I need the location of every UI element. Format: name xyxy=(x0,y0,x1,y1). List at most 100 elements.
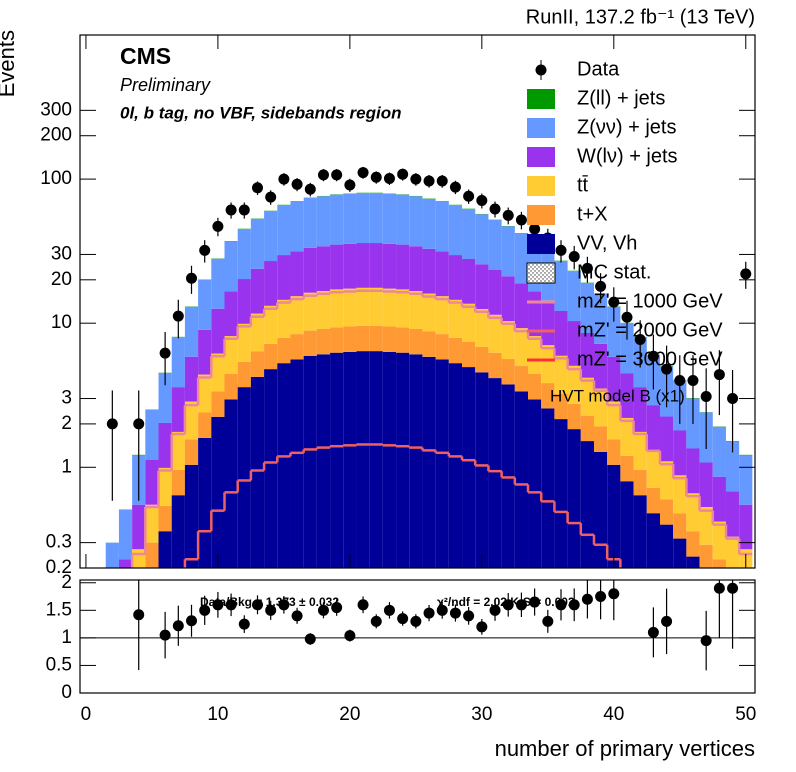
stack-bar xyxy=(686,556,700,568)
ratio-point xyxy=(463,610,475,622)
data-point xyxy=(344,179,356,191)
stack-bar xyxy=(303,330,317,356)
stack-bar xyxy=(198,437,212,568)
stack-bar xyxy=(290,296,304,335)
legend-swatch xyxy=(527,234,555,254)
legend-swatch xyxy=(526,262,556,284)
stack-bar xyxy=(264,343,278,370)
stack-bar xyxy=(198,412,212,438)
stack-bar xyxy=(369,325,383,352)
stack-bar xyxy=(118,559,133,568)
data-point xyxy=(555,244,567,256)
stack-bar xyxy=(620,481,634,568)
stack-bar xyxy=(343,326,357,352)
legend-label: mZ' = 1000 GeV xyxy=(577,290,723,312)
x-tick-label: 50 xyxy=(735,704,756,725)
stack-bar xyxy=(316,328,331,355)
ratio-point xyxy=(647,626,659,638)
ratio-point xyxy=(436,604,448,616)
stack-bar xyxy=(686,448,700,494)
y-tick-label: 1 xyxy=(61,627,72,648)
legend-label: mZ' = 2000 GeV xyxy=(577,319,723,341)
legend-label: Data xyxy=(577,58,620,80)
stack-bar xyxy=(514,283,529,329)
x-axis-label: number of primary vertices xyxy=(495,736,755,761)
stack-bar xyxy=(541,408,555,568)
stack-bar xyxy=(528,399,542,568)
stack-bar xyxy=(725,536,740,568)
legend-label: t+X xyxy=(577,203,608,225)
stack-bar xyxy=(659,461,674,500)
data-point xyxy=(436,175,448,187)
stack-bar xyxy=(211,353,225,392)
stack-bar xyxy=(462,258,476,304)
stack-bar xyxy=(409,328,423,355)
stack-bar xyxy=(343,288,357,327)
legend-swatch xyxy=(527,176,555,196)
ratio-point xyxy=(727,582,739,594)
data-point xyxy=(186,272,198,284)
stack-bar xyxy=(119,643,132,668)
data-point xyxy=(383,172,395,184)
ratio-point xyxy=(265,604,277,616)
ratio-point xyxy=(383,604,395,616)
data-point xyxy=(423,175,435,187)
stack-bar xyxy=(567,271,581,322)
data-point xyxy=(449,181,461,193)
stack-bar xyxy=(382,243,397,289)
stack-bar xyxy=(422,356,436,568)
stack-bar xyxy=(145,504,159,543)
ratio-annotation: Data/Bkg = 1.373 ± 0.032 xyxy=(200,595,339,609)
stack-bar xyxy=(646,513,660,568)
ratio-frame xyxy=(79,579,756,694)
stack-bar xyxy=(541,383,555,409)
stack-bar xyxy=(580,377,595,416)
legend: Data Z(ll) + jets Z(νν) + jets W(lν) + jets… xyxy=(526,58,723,370)
data-point xyxy=(225,204,237,216)
stack-bar xyxy=(594,343,608,389)
stack-bar xyxy=(620,417,634,456)
data-point xyxy=(370,171,382,183)
data-point xyxy=(674,375,686,387)
stack-bar xyxy=(448,337,463,364)
stack-bar xyxy=(158,467,172,506)
ratio-point xyxy=(529,596,541,608)
legend-label: mZ' = 3000 GeV xyxy=(577,348,723,370)
stack-bar xyxy=(580,415,595,442)
stack-bar xyxy=(594,451,608,568)
stack-bar xyxy=(369,243,383,288)
data-point xyxy=(331,169,343,181)
stack-bar xyxy=(290,201,304,252)
stack-bar xyxy=(224,291,238,337)
stack-bar xyxy=(501,321,515,360)
stack-bar xyxy=(343,243,357,289)
stack-bar xyxy=(422,293,436,332)
data-point xyxy=(317,169,329,181)
stack-bar xyxy=(475,372,489,568)
stack-bar xyxy=(330,244,344,290)
stack-bar xyxy=(435,334,449,360)
stack-bar xyxy=(673,475,687,514)
stack-bar xyxy=(237,279,251,324)
stack-bar xyxy=(422,331,436,357)
stack-bar xyxy=(250,218,265,269)
stack-bar xyxy=(620,323,634,374)
stack-bar xyxy=(633,495,647,568)
stack-bar xyxy=(250,351,265,377)
stack-bar xyxy=(158,531,172,568)
stack-bar xyxy=(250,268,265,314)
stack-bar xyxy=(594,293,608,344)
y-tick-label: 20 xyxy=(51,269,72,290)
region-label: 0l, b tag, no VBF, sidebands region xyxy=(120,103,401,122)
stack-bar xyxy=(659,499,674,525)
stack-bar xyxy=(277,205,291,256)
data-point xyxy=(304,183,316,195)
stack-bar xyxy=(264,305,278,344)
stack-bar xyxy=(501,359,515,385)
stack-bar xyxy=(488,269,502,315)
ratio-point xyxy=(515,599,527,611)
x-tick-label: 40 xyxy=(603,704,624,725)
stack-bar xyxy=(435,251,449,297)
stack-bar xyxy=(462,303,476,342)
